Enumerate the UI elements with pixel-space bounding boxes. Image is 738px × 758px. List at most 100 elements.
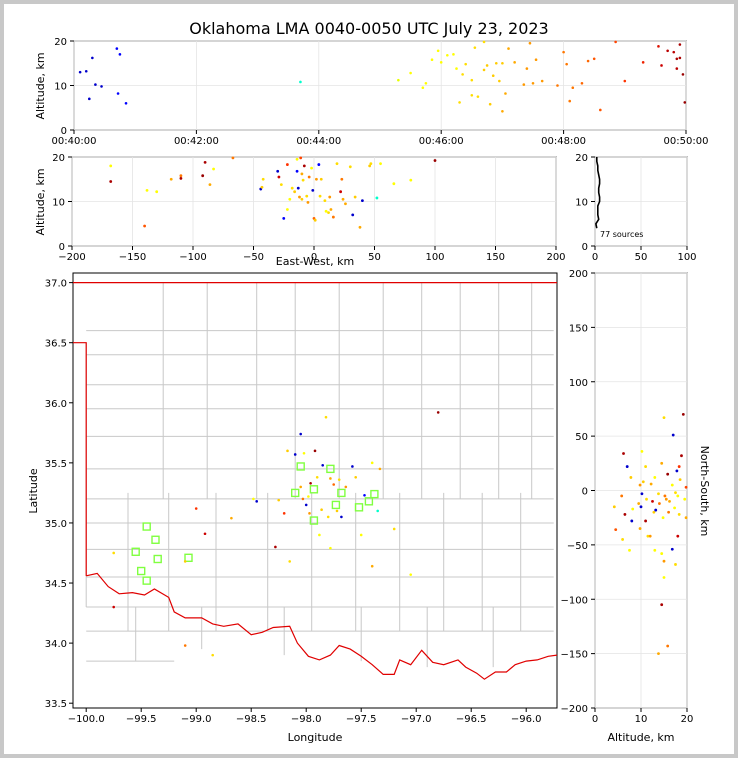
- source-point: [614, 40, 617, 44]
- lma-station-marker: [296, 462, 305, 471]
- source-point: [562, 50, 565, 54]
- source-point: [494, 61, 498, 65]
- source-point: [662, 416, 666, 420]
- hist-tick-label: 10: [575, 198, 588, 209]
- source-point: [660, 603, 664, 607]
- source-point: [359, 533, 363, 537]
- source-point: [640, 492, 644, 496]
- source-point: [302, 164, 306, 168]
- source-point: [290, 186, 294, 190]
- longitude-tick-label: −100.0: [68, 714, 105, 725]
- source-point: [296, 186, 300, 190]
- source-point: [640, 449, 644, 453]
- ew-tick-label: −100: [179, 252, 206, 263]
- source-point: [252, 497, 255, 501]
- source-point: [326, 515, 330, 519]
- source-point: [644, 465, 647, 468]
- source-point: [282, 217, 286, 220]
- source-point: [666, 472, 670, 476]
- source-point: [452, 53, 455, 56]
- source-point: [155, 190, 159, 194]
- source-point: [329, 477, 332, 480]
- source-point: [660, 552, 664, 555]
- source-point: [678, 478, 682, 482]
- lma-station-marker: [136, 566, 146, 576]
- time-tick-label: 00:44:00: [296, 136, 341, 147]
- source-point: [629, 476, 633, 479]
- source-point: [299, 80, 302, 84]
- source-point: [653, 548, 657, 552]
- source-point: [293, 453, 297, 456]
- source-point: [663, 494, 667, 498]
- source-point: [485, 64, 489, 67]
- source-point: [676, 534, 680, 538]
- source-point: [276, 169, 280, 173]
- source-point: [339, 190, 343, 194]
- source-point: [212, 167, 215, 171]
- source-point: [675, 469, 679, 473]
- source-point: [340, 515, 343, 519]
- source-point: [143, 224, 147, 228]
- source-point: [513, 61, 516, 64]
- source-point: [358, 225, 362, 229]
- state-border-red-river: [86, 572, 557, 680]
- source-point: [476, 95, 480, 98]
- ew-altitude-ylabel: Altitude, km: [34, 168, 47, 235]
- time-tick-label: 00:42:00: [174, 136, 219, 147]
- source-point: [678, 56, 682, 60]
- source-point: [88, 97, 91, 101]
- source-point: [307, 175, 311, 179]
- source-point: [662, 576, 666, 579]
- source-point: [286, 449, 289, 453]
- source-point: [277, 175, 281, 179]
- altitude-tick-label: 0: [61, 126, 67, 137]
- lma-station-marker: [291, 488, 300, 498]
- source-point: [666, 49, 669, 53]
- ew-tick-label: 50: [368, 252, 381, 263]
- source-point: [255, 500, 258, 503]
- source-point: [645, 497, 648, 501]
- source-point: [369, 162, 373, 166]
- source-point: [657, 492, 660, 496]
- source-point: [302, 451, 306, 455]
- source-point: [323, 199, 327, 203]
- ns-tick-label: 100: [569, 378, 588, 389]
- source-point: [623, 513, 627, 516]
- source-point: [295, 169, 299, 173]
- source-point: [318, 194, 322, 198]
- ns-tick-label: 0: [582, 487, 588, 498]
- source-point: [620, 494, 624, 498]
- source-point: [94, 83, 97, 86]
- lma-station-marker: [309, 485, 319, 494]
- figure-frame: Oklahoma LMA 0040-0050 UTC July 23, 2023…: [4, 4, 734, 754]
- source-point: [378, 467, 382, 471]
- source-point: [681, 412, 685, 416]
- ns-tick-label: 200: [569, 269, 588, 280]
- source-point: [501, 61, 504, 65]
- source-point: [288, 197, 292, 201]
- ew-tick-label: −200: [58, 252, 85, 263]
- altitude-tick-label: 20: [52, 153, 65, 164]
- lma-station-marker: [331, 500, 341, 510]
- source-point: [300, 197, 304, 201]
- ew-tick-label: −50: [243, 252, 264, 263]
- source-point: [625, 465, 629, 468]
- source-point: [318, 533, 321, 537]
- source-point: [676, 494, 680, 498]
- source-point: [331, 215, 335, 219]
- lma-station-marker: [337, 488, 346, 498]
- altitude-tick-label: 0: [59, 242, 65, 253]
- lma-station-marker: [142, 576, 151, 585]
- time-altitude-panel: 00:40:00 00:42:00 00:44:00 00:46:00 00:48:00…: [34, 37, 708, 147]
- source-point: [639, 505, 643, 509]
- altitude-northsouth-panel: 0 10 20 −200 −150 −100 −50 0 50 100 150 200 Altitud…: [561, 269, 711, 744]
- source-point: [662, 559, 666, 563]
- altitude-tick-label: 10: [54, 82, 67, 93]
- lma-station-marker: [142, 522, 151, 531]
- ns-tick-label: 20: [681, 714, 694, 725]
- altitude-northsouth-xlabel: Altitude, km: [607, 731, 674, 744]
- latitude-tick-label: 36.5: [45, 339, 67, 350]
- source-point: [344, 485, 348, 489]
- figure-title: Oklahoma LMA 0040-0050 UTC July 23, 2023: [189, 19, 548, 38]
- hist-tick-label: 100: [677, 252, 696, 263]
